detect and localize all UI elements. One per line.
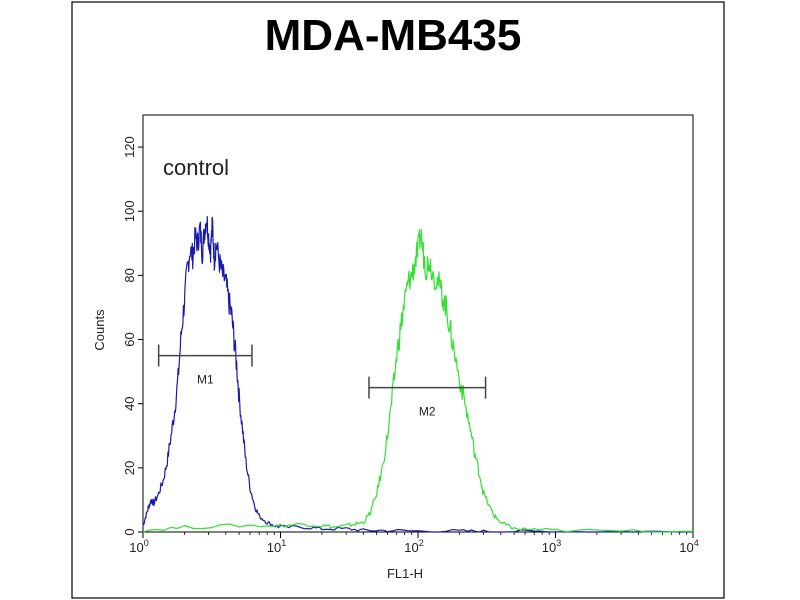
y-tick-label: 100 bbox=[122, 200, 137, 222]
x-tick-exponent: 0 bbox=[144, 538, 149, 548]
x-tick-label: 104 bbox=[679, 538, 698, 555]
y-axis-ticks: 0 20 40 60 80 100 120 bbox=[122, 136, 143, 536]
x-tick-base: 10 bbox=[129, 540, 143, 555]
series-line-2 bbox=[142, 228, 694, 533]
figure-border bbox=[71, 1, 725, 599]
x-tick-label: 101 bbox=[267, 538, 286, 555]
y-tick-label: 40 bbox=[122, 396, 137, 410]
x-tick-exponent: 1 bbox=[281, 538, 286, 548]
y-tick-label: 20 bbox=[122, 461, 137, 475]
x-tick-base: 10 bbox=[679, 540, 693, 555]
y-tick-label: 80 bbox=[122, 268, 137, 282]
x-tick-base: 10 bbox=[404, 540, 418, 555]
marker-m1-label: M1 bbox=[197, 373, 214, 387]
control-label: control bbox=[163, 155, 229, 180]
x-tick-label: 103 bbox=[542, 538, 561, 555]
x-tick-exponent: 3 bbox=[556, 538, 561, 548]
chart-title: MDA-MB435 bbox=[265, 11, 522, 60]
y-tick-label: 60 bbox=[122, 332, 137, 346]
x-tick-base: 10 bbox=[542, 540, 556, 555]
x-tick-label: 100 bbox=[129, 538, 148, 555]
x-tick-exponent: 4 bbox=[694, 538, 699, 548]
x-tick-base: 10 bbox=[267, 540, 281, 555]
x-tick-label: 102 bbox=[404, 538, 423, 555]
x-axis-label: FL1-H bbox=[387, 566, 423, 581]
y-tick-label: 0 bbox=[122, 528, 137, 535]
marker-m2-label: M2 bbox=[419, 405, 436, 419]
histogram-series bbox=[142, 216, 694, 533]
gate-markers: M1 M2 bbox=[157, 344, 487, 419]
y-tick-label: 120 bbox=[122, 136, 137, 158]
series-line-1 bbox=[142, 216, 694, 533]
x-tick-exponent: 2 bbox=[419, 538, 424, 548]
x-axis-ticks: 100 101 102 103 104 bbox=[129, 532, 699, 555]
y-axis-label: Counts bbox=[92, 309, 107, 351]
